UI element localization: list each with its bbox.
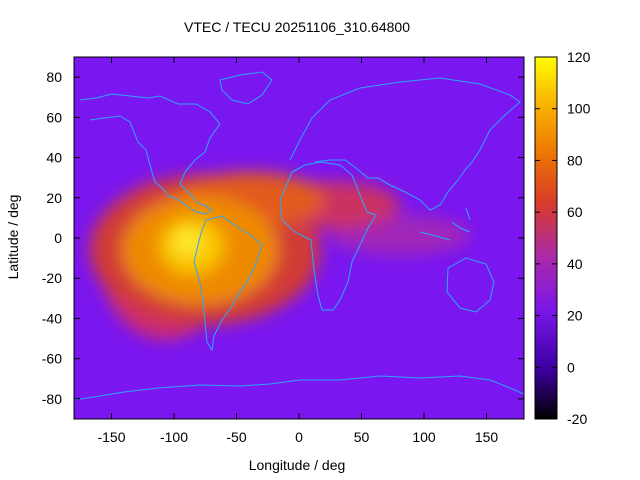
x-tick-label: -100 [160,429,188,445]
y-axis-label: Latitude / deg [5,195,21,280]
colorbar-tick-label: 120 [567,49,591,65]
heatmap-region-peak [175,230,201,254]
colorbar-tick-label: 80 [567,152,583,168]
x-axis-label: Longitude / deg [249,457,346,473]
colorbar-tick-label: 40 [567,256,583,272]
y-tick-label: -80 [42,391,62,407]
colorbar-tick-label: 100 [567,101,591,117]
y-tick-label: -60 [42,351,62,367]
y-tick-label: -40 [42,310,62,326]
y-tick-label: 60 [46,109,62,125]
y-tick-label: 40 [46,150,62,166]
colorbar-tick-label: 0 [567,359,575,375]
coastline-eurasia [289,77,521,211]
colorbar-ticks: -20 0 20 40 60 80 100 120 [535,49,591,427]
x-tick-label: 50 [354,429,370,445]
plot-area: 'Vtec_ [74,57,524,419]
x-axis: -150 -100 -50 0 50 100 150 [97,57,498,445]
coastline-north-america [79,93,221,215]
colorbar-tick-label: 20 [567,308,583,324]
y-tick-label: -20 [42,270,62,286]
coastlines [74,71,524,401]
y-tick-label: 20 [46,190,62,206]
coastline-antarctica [74,375,524,401]
colorbar [534,56,558,420]
chart-title: VTEC / TECU 20251106_310.64800 [184,19,410,35]
y-tick-label: 0 [54,230,62,246]
x-tick-label: -50 [226,429,246,445]
coastline-europe-africa [279,161,377,311]
coastline-greenland [219,71,273,105]
coastline-southeast-asia-islands [419,207,471,241]
heatmap-blobs [90,172,470,340]
x-tick-label: 100 [412,429,436,445]
x-tick-label: 0 [295,429,303,445]
y-axis: -80 -60 -40 -20 0 20 40 60 80 [42,69,524,407]
x-tick-label: 150 [475,429,499,445]
y-tick-label: 80 [46,69,62,85]
colorbar-tick-label: -20 [567,411,587,427]
coastline-south-america [193,215,263,352]
colorbar-tick-label: 60 [567,204,583,220]
coastline-australia [446,257,495,313]
x-tick-label: -150 [97,429,125,445]
